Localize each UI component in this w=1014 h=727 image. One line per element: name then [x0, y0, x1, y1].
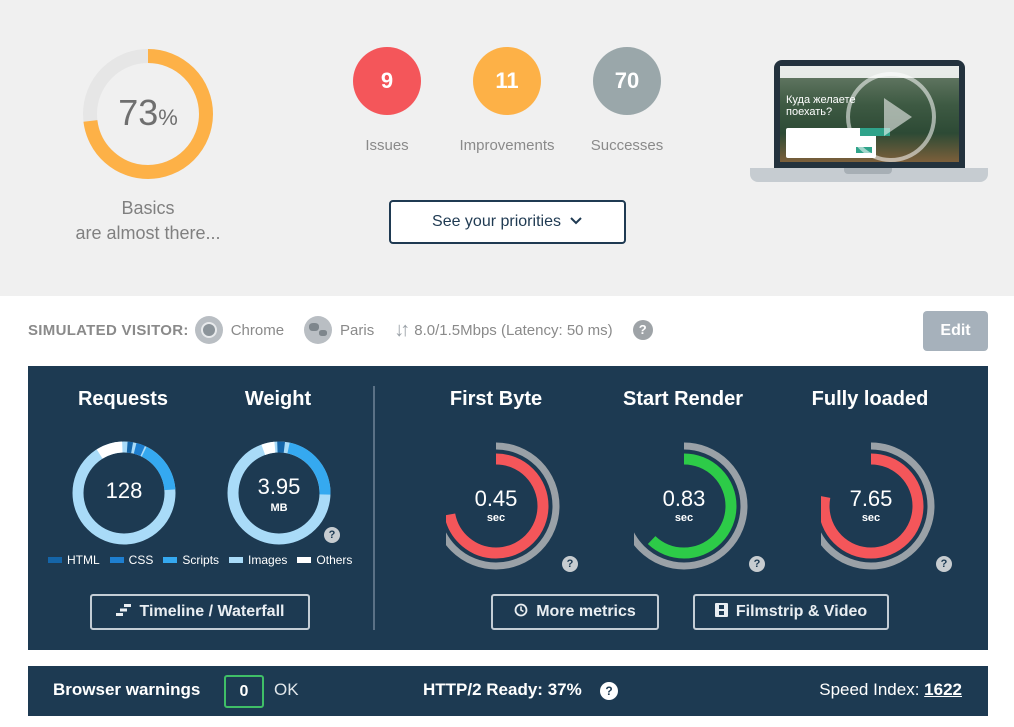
timeline-waterfall-button[interactable]: Timeline / Waterfall — [90, 594, 310, 630]
see-priorities-button[interactable]: See your priorities — [389, 200, 626, 244]
film-icon — [714, 602, 728, 622]
score-value: 73% — [118, 92, 178, 133]
weight-value: 3.95 — [257, 474, 301, 499]
resource-legend: HTML CSS Scripts Images Others — [48, 553, 352, 567]
globe-icon — [304, 316, 333, 344]
score-caption-line2: are almost there... — [75, 223, 221, 243]
start-render-help-icon[interactable]: ? — [749, 556, 765, 572]
play-icon[interactable] — [846, 72, 936, 162]
browser-warnings-label: Browser warnings — [53, 680, 201, 699]
legend-html: HTML — [48, 553, 100, 567]
preview-headline: Куда желаете поехать? — [786, 94, 856, 118]
score-gauge: 73% — [80, 46, 216, 182]
fully-loaded-help-icon[interactable]: ? — [936, 556, 952, 572]
improvements-count[interactable]: 11 — [473, 47, 541, 115]
filmstrip-video-button[interactable]: Filmstrip & Video — [693, 594, 889, 630]
laptop-lid: Куда желаете поехать? — [774, 60, 965, 168]
fully-loaded-unit: sec — [861, 512, 881, 524]
improvements-label: Improvements — [459, 137, 555, 154]
browser-warnings-count[interactable]: 0 — [224, 675, 264, 708]
summary-section: 73% Basics are almost there... 9 Issues … — [0, 0, 1014, 296]
fully-loaded-value: 7.65 — [849, 486, 893, 511]
legend-css: CSS — [109, 553, 153, 567]
visitor-location: Paris — [304, 316, 374, 344]
successes-count[interactable]: 70 — [593, 47, 661, 115]
fully-loaded-title: Fully loaded — [811, 388, 929, 410]
chevron-down-icon — [569, 213, 583, 231]
legend-others: Others — [297, 553, 352, 567]
weight-title: Weight — [244, 388, 312, 410]
first-byte-unit: sec — [486, 512, 506, 524]
successes-label: Successes — [590, 137, 664, 154]
visitor-help-icon[interactable]: ? — [632, 320, 653, 340]
http2-help-icon[interactable]: ? — [600, 682, 618, 700]
up-down-arrows-icon: ↓↑ — [394, 318, 410, 341]
more-metrics-button[interactable]: More metrics — [491, 594, 659, 630]
speed-index-link[interactable]: 1622 — [924, 680, 962, 699]
fully-loaded-gauge: 7.65 sec — [807, 440, 939, 572]
visitor-label: SIMULATED VISITOR: — [28, 321, 189, 339]
edit-button[interactable]: Edit — [923, 311, 988, 351]
page-preview-laptop[interactable]: Куда желаете поехать? — [750, 60, 988, 184]
http2-ready: HTTP/2 Ready: 37% — [423, 680, 582, 699]
score-caption-line1: Basics — [121, 198, 175, 218]
browser-warnings-status: OK — [274, 680, 299, 699]
preview-screenshot: Куда желаете поехать? — [780, 66, 959, 162]
legend-images: Images — [229, 553, 287, 567]
legend-scripts: Scripts — [163, 553, 219, 567]
requests-donut: 128 — [71, 440, 177, 546]
issues-count[interactable]: 9 — [353, 47, 421, 115]
simulated-visitor-bar: SIMULATED VISITOR: Chrome Paris ↓↑ 8.0/1… — [28, 310, 988, 350]
weight-help-icon[interactable]: ? — [324, 527, 340, 543]
weight-donut: 3.95 MB — [226, 440, 332, 546]
first-byte-gauge: 0.45 sec — [432, 440, 564, 572]
metrics-panel: Requests Weight 128 3.95 MB ? HTML CSS S… — [28, 366, 988, 650]
weight-unit: MB — [270, 502, 288, 514]
waterfall-icon — [115, 603, 132, 622]
start-render-title: Start Render — [622, 388, 744, 410]
first-byte-title: First Byte — [449, 388, 543, 410]
clock-icon — [514, 603, 528, 622]
start-render-value: 0.83 — [662, 486, 706, 511]
visitor-browser: Chrome — [194, 316, 284, 344]
start-render-gauge: 0.83 sec — [620, 440, 752, 572]
start-render-unit: sec — [674, 512, 694, 524]
speed-index: Speed Index: 1622 — [819, 680, 962, 700]
first-byte-value: 0.45 — [474, 486, 518, 511]
score-caption: Basics are almost there... — [40, 196, 256, 246]
chrome-icon — [194, 316, 223, 344]
speed-index-label: Speed Index: — [819, 680, 920, 699]
issues-label: Issues — [365, 137, 409, 154]
see-priorities-label: See your priorities — [432, 213, 561, 230]
visitor-connection: ↓↑ 8.0/1.5Mbps (Latency: 50 ms) — [394, 318, 613, 341]
requests-value: 128 — [105, 478, 143, 503]
filmstrip-video-label: Filmstrip & Video — [735, 603, 868, 620]
more-metrics-label: More metrics — [536, 603, 636, 620]
panel-divider — [373, 386, 375, 630]
first-byte-help-icon[interactable]: ? — [562, 556, 578, 572]
laptop-base — [750, 168, 988, 182]
requests-title: Requests — [77, 388, 169, 410]
timeline-waterfall-label: Timeline / Waterfall — [139, 603, 285, 620]
bottom-status-bar: Browser warnings 0 OK HTTP/2 Ready: 37% … — [28, 666, 988, 716]
score-ring — [83, 49, 213, 179]
